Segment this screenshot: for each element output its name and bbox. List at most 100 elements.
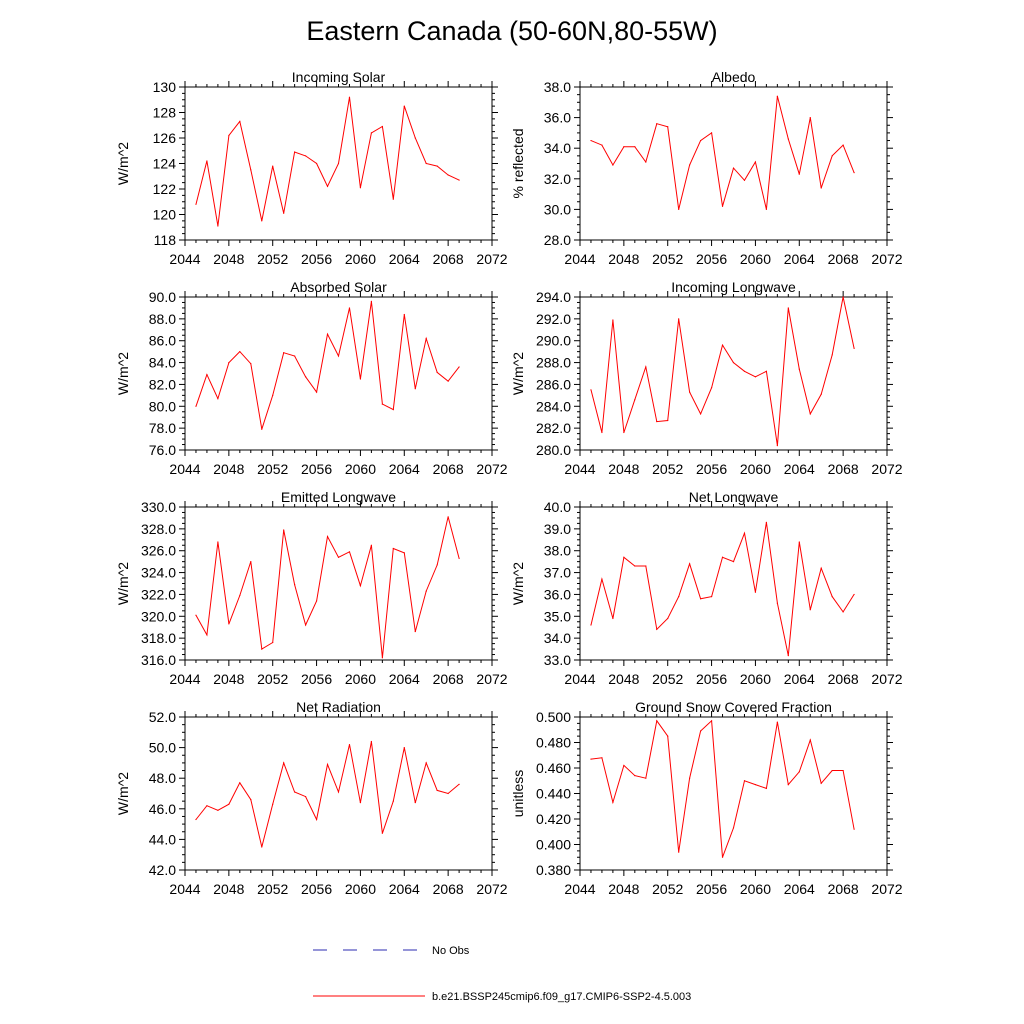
data-point	[228, 361, 230, 364]
panel-net-longwave: Net Longwave W/m^2 2044 2048 2052 2056 2060 206…	[510, 489, 903, 687]
data-point	[458, 179, 460, 181]
data-point	[732, 167, 735, 169]
data-point	[239, 351, 241, 353]
x-tick-label: 2048	[608, 251, 639, 267]
data-point	[743, 370, 746, 372]
data-point	[294, 151, 296, 153]
data-point	[228, 803, 230, 805]
data-point	[305, 795, 307, 798]
x-tick-label: 2064	[389, 251, 420, 267]
data-point	[623, 431, 625, 434]
data-point	[732, 827, 735, 829]
y-tick-label: 38.0	[544, 543, 571, 559]
data-point	[809, 413, 811, 415]
x-tick-label: 2072	[871, 251, 902, 267]
data-point	[403, 105, 405, 107]
data-point	[809, 609, 811, 611]
y-tick-label: 90.0	[149, 289, 176, 305]
y-tick-label: 36.0	[544, 586, 571, 602]
data-point	[217, 809, 219, 811]
x-tick-label: 2068	[828, 251, 859, 267]
y-tick-label: 0.500	[536, 709, 571, 725]
panel-title: Incoming Longwave	[671, 279, 796, 295]
x-tick-label: 2068	[433, 671, 464, 687]
data-point	[326, 185, 329, 188]
y-tick-label: 282.0	[536, 420, 571, 436]
data-point	[239, 120, 241, 123]
x-tick-label: 2072	[871, 881, 902, 897]
data-point	[787, 783, 789, 786]
y-tick-label: 42.0	[149, 862, 176, 878]
y-tick-label: 320.0	[141, 608, 176, 624]
data-point	[623, 764, 625, 767]
x-tick-label: 2044	[169, 881, 200, 897]
data-point	[831, 769, 833, 772]
panel-title: Absorbed Solar	[290, 279, 387, 295]
data-point	[700, 139, 702, 142]
data-point	[798, 541, 800, 543]
data-point	[689, 777, 691, 779]
data-point	[820, 567, 822, 569]
y-axis-label: W/m^2	[115, 142, 131, 185]
data-point	[645, 565, 647, 567]
x-tick-label: 2044	[564, 671, 595, 687]
data-point	[228, 134, 230, 137]
x-tick-label: 2048	[608, 671, 639, 687]
data-point	[315, 600, 318, 602]
data-point	[294, 355, 296, 357]
data-point	[436, 371, 438, 374]
legend: No Obs b.e21.BSSP245cmip6.f09_g17.CMIP6-…	[313, 945, 691, 1003]
data-point	[315, 818, 318, 821]
data-point	[337, 355, 340, 357]
panel-ground-snow-covered-fraction: Ground Snow Covered Fraction unitless 2044…	[510, 699, 903, 897]
x-tick-label: 2072	[476, 671, 507, 687]
data-point	[261, 846, 263, 848]
x-tick-label: 2060	[345, 251, 376, 267]
data-point	[206, 373, 208, 376]
data-point	[601, 144, 603, 146]
x-tick-label: 2072	[476, 461, 507, 477]
data-point	[403, 552, 405, 554]
x-tick-label: 2052	[652, 251, 683, 267]
x-tick-label: 2056	[696, 461, 727, 477]
x-tick-label: 2048	[608, 881, 639, 897]
data-point	[732, 561, 735, 563]
data-point	[272, 803, 274, 805]
y-tick-label: 0.420	[536, 811, 571, 827]
y-tick-label: 50.0	[149, 740, 176, 756]
x-tick-label: 2072	[871, 671, 902, 687]
y-tick-label: 122	[153, 181, 177, 197]
data-point	[414, 388, 416, 390]
series-line-absorbed-solar	[195, 301, 460, 430]
x-tick-label: 2052	[257, 461, 288, 477]
x-tick-label: 2052	[652, 881, 683, 897]
data-point	[765, 521, 767, 523]
data-point	[667, 126, 669, 128]
y-tick-label: 280.0	[536, 442, 571, 458]
x-tick-label: 2060	[740, 881, 771, 897]
data-point	[206, 805, 208, 807]
data-point	[831, 596, 833, 598]
x-tick-label: 2064	[784, 251, 815, 267]
x-tick-label: 2048	[213, 881, 244, 897]
x-tick-label: 2052	[257, 251, 288, 267]
data-point	[623, 556, 625, 558]
data-point	[601, 578, 603, 580]
data-point	[787, 655, 789, 657]
data-point	[776, 721, 778, 723]
data-point	[359, 378, 362, 380]
y-tick-label: 288.0	[536, 355, 571, 371]
legend-label-model: b.e21.BSSP245cmip6.f09_g17.CMIP6-SSP2-4.…	[432, 991, 691, 1003]
y-tick-label: 28.0	[544, 232, 571, 248]
data-point	[700, 730, 702, 732]
data-point	[206, 160, 208, 162]
data-point	[447, 174, 449, 176]
y-tick-label: 284.0	[536, 398, 571, 414]
data-point	[678, 318, 680, 320]
plot-frame	[579, 506, 888, 661]
y-tick-label: 330.0	[141, 499, 176, 515]
data-point	[710, 596, 713, 598]
y-tick-label: 34.0	[544, 630, 571, 646]
data-point	[195, 818, 197, 821]
data-point	[787, 307, 789, 309]
